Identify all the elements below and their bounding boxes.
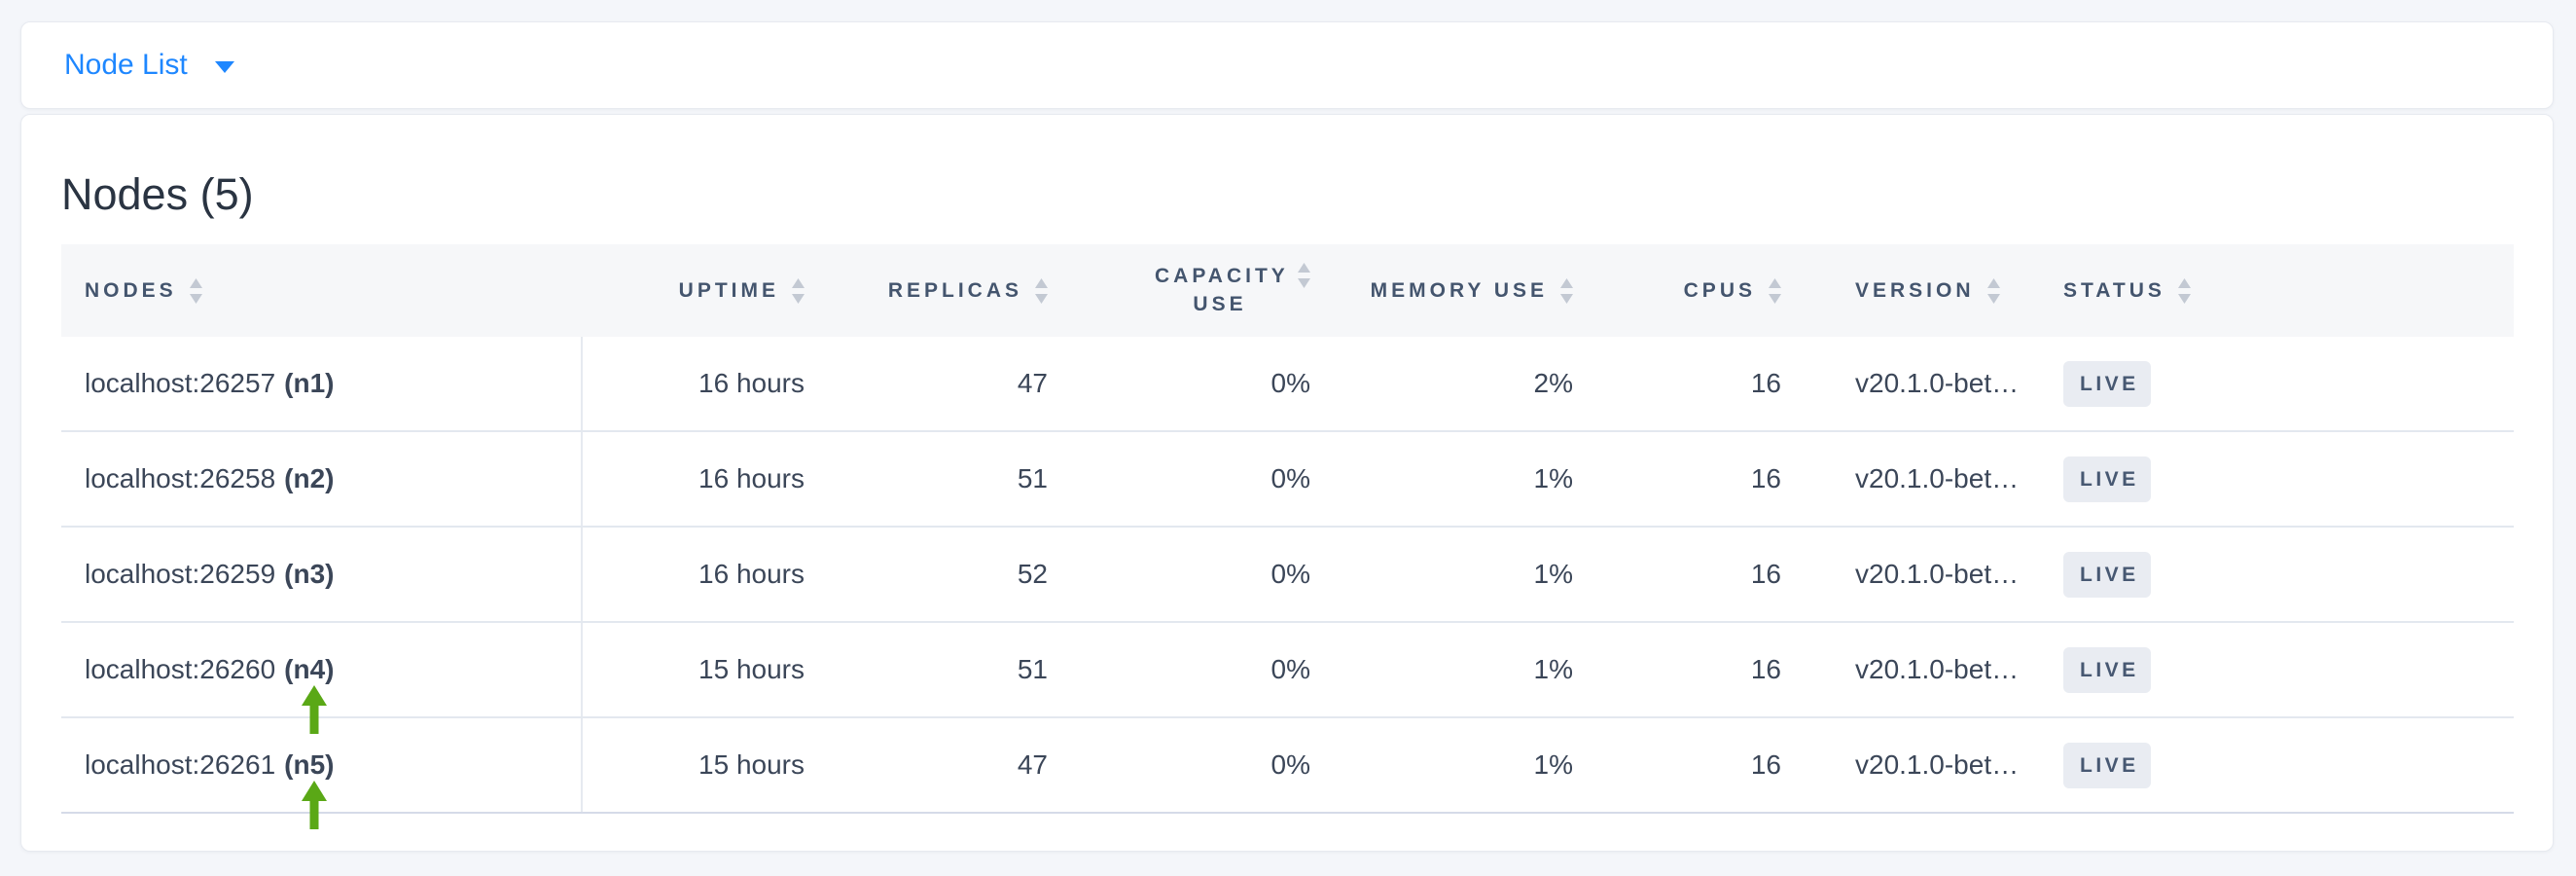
cpus-cell: 16 <box>1750 368 1781 398</box>
column-header-replicas[interactable]: REPLICAS <box>836 244 1079 337</box>
table-row[interactable]: localhost:26257 (n1) 16 hours 47 0% 2% 1… <box>61 337 2514 432</box>
replicas-cell: 52 <box>1017 559 1048 589</box>
status-cell: LIVE <box>2044 718 2514 812</box>
green-arrow-icon <box>302 685 327 734</box>
replicas-cell: 51 <box>1017 463 1048 493</box>
replicas-cell: 51 <box>1017 654 1048 684</box>
sort-arrows-icon[interactable] <box>1298 263 1310 288</box>
node-cell[interactable]: localhost:26260 (n4) <box>61 623 583 734</box>
uptime-cell: 15 hours <box>698 654 805 684</box>
top-bar: Node List <box>20 21 2554 109</box>
table-row[interactable]: localhost:26259 (n3) 16 hours 52 0% 1% 1… <box>61 528 2514 623</box>
node-short-name: (n2) <box>284 463 335 493</box>
table-row[interactable]: localhost:26258 (n2) 16 hours 51 0% 1% 1… <box>61 432 2514 528</box>
column-label: REPLICAS <box>887 278 1022 302</box>
table-row[interactable]: localhost:26261 (n5) 15 hours 47 0% 1% 1… <box>61 718 2514 829</box>
status-badge: LIVE <box>2063 360 2151 407</box>
column-header-cpus[interactable]: CPUS <box>1604 244 1812 337</box>
sort-arrows-icon[interactable] <box>1769 277 1781 304</box>
node-short-name: (n5) <box>284 749 335 780</box>
nodes-table: NODES UPTIME REPLICAS CAPACITY USE MEMOR… <box>61 244 2514 829</box>
status-cell: LIVE <box>2044 623 2514 716</box>
node-address: localhost:26260 <box>85 654 276 684</box>
node-short-name: (n4) <box>284 654 335 684</box>
table-row[interactable]: localhost:26260 (n4) 15 hours 51 0% 1% 1… <box>61 623 2514 734</box>
column-label: CAPACITY USE <box>1155 265 1289 315</box>
version-cell: v20.1.0-bet… <box>1855 463 2020 493</box>
memory-use-cell: 1% <box>1533 559 1573 589</box>
column-label: UPTIME <box>678 278 779 302</box>
column-header-capacity-use[interactable]: CAPACITY USE <box>1079 244 1342 337</box>
sort-arrows-icon[interactable] <box>189 277 202 304</box>
green-arrow-icon <box>302 781 327 829</box>
sort-arrows-icon[interactable] <box>2177 277 2191 304</box>
replicas-cell: 47 <box>1017 749 1048 780</box>
status-cell: LIVE <box>2044 337 2514 430</box>
column-header-status[interactable]: STATUS <box>2044 244 2514 337</box>
cpus-cell: 16 <box>1750 559 1781 589</box>
uptime-cell: 16 hours <box>698 368 805 398</box>
nodes-panel: Nodes (5) NODES UPTIME REPLICAS CAPACITY… <box>20 114 2554 852</box>
node-address: localhost:26259 <box>85 559 276 589</box>
column-label: MEMORY USE <box>1370 278 1548 302</box>
capacity-use-cell: 0% <box>1270 463 1310 493</box>
node-address: localhost:26257 <box>85 368 276 398</box>
sort-arrows-icon[interactable] <box>1035 277 1048 304</box>
node-address: localhost:26261 <box>85 749 276 780</box>
memory-use-cell: 1% <box>1533 654 1573 684</box>
status-badge: LIVE <box>2063 742 2151 788</box>
table-header-row: NODES UPTIME REPLICAS CAPACITY USE MEMOR… <box>61 244 2514 337</box>
node-short-name: (n1) <box>284 368 335 398</box>
memory-use-cell: 2% <box>1533 368 1573 398</box>
column-label: STATUS <box>2063 278 2165 302</box>
node-cell[interactable]: localhost:26258 (n2) <box>61 432 583 526</box>
node-address: localhost:26258 <box>85 463 276 493</box>
column-label: CPUS <box>1683 278 1756 302</box>
memory-use-cell: 1% <box>1533 749 1573 780</box>
capacity-use-cell: 0% <box>1270 654 1310 684</box>
column-header-memory-use[interactable]: MEMORY USE <box>1342 244 1604 337</box>
status-badge: LIVE <box>2063 551 2151 598</box>
column-label: NODES <box>85 278 177 302</box>
uptime-cell: 15 hours <box>698 749 805 780</box>
status-badge: LIVE <box>2063 646 2151 693</box>
status-cell: LIVE <box>2044 528 2514 621</box>
capacity-use-cell: 0% <box>1270 559 1310 589</box>
sort-arrows-icon[interactable] <box>1560 277 1573 304</box>
capacity-use-cell: 0% <box>1270 749 1310 780</box>
column-label: VERSION <box>1855 278 1975 302</box>
version-cell: v20.1.0-bet… <box>1855 368 2020 398</box>
status-badge: LIVE <box>2063 456 2151 502</box>
status-cell: LIVE <box>2044 432 2514 526</box>
replicas-cell: 47 <box>1017 368 1048 398</box>
uptime-cell: 16 hours <box>698 463 805 493</box>
memory-use-cell: 1% <box>1533 463 1573 493</box>
node-list-dropdown[interactable]: Node List <box>64 49 234 82</box>
cpus-cell: 16 <box>1750 654 1781 684</box>
node-cell[interactable]: localhost:26259 (n3) <box>61 528 583 621</box>
node-cell[interactable]: localhost:26257 (n1) <box>61 337 583 430</box>
column-header-uptime[interactable]: UPTIME <box>583 244 836 337</box>
cpus-cell: 16 <box>1750 463 1781 493</box>
page-title: Nodes (5) <box>61 169 254 219</box>
column-header-version[interactable]: VERSION <box>1812 244 2044 337</box>
uptime-cell: 16 hours <box>698 559 805 589</box>
version-cell: v20.1.0-bet… <box>1855 654 2020 684</box>
version-cell: v20.1.0-bet… <box>1855 559 2020 589</box>
sort-arrows-icon[interactable] <box>792 277 805 304</box>
column-header-nodes[interactable]: NODES <box>61 244 583 337</box>
capacity-use-cell: 0% <box>1270 368 1310 398</box>
caret-down-icon <box>214 61 234 73</box>
table-body: localhost:26257 (n1) 16 hours 47 0% 2% 1… <box>61 337 2514 829</box>
sort-arrows-icon[interactable] <box>1986 277 2000 304</box>
node-list-dropdown-label: Node List <box>64 49 188 81</box>
version-cell: v20.1.0-bet… <box>1855 749 2020 780</box>
node-short-name: (n3) <box>284 559 335 589</box>
cpus-cell: 16 <box>1750 749 1781 780</box>
node-cell[interactable]: localhost:26261 (n5) <box>61 718 583 829</box>
